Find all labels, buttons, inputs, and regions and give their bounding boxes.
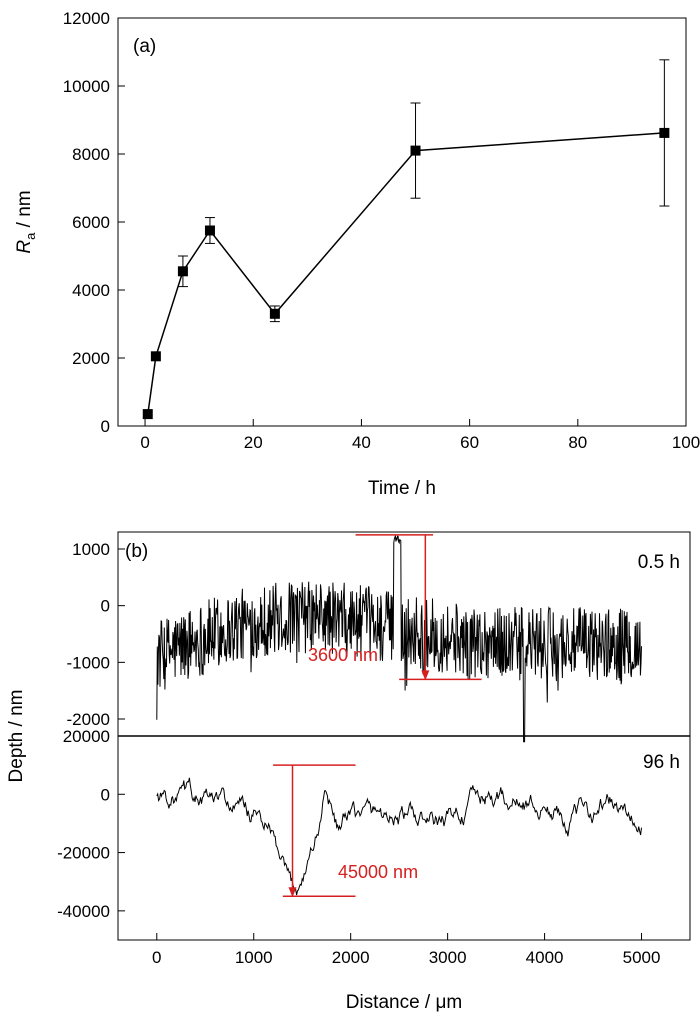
y-tick-label: 12000: [63, 9, 110, 28]
y-tick-label: -1000: [67, 653, 110, 672]
y-tick-label: 1000: [72, 540, 110, 559]
range-label: 3600 nm: [308, 645, 378, 665]
y-tick-label: 4000: [72, 281, 110, 300]
y-tick-label: 6000: [72, 213, 110, 232]
range-arrow-head: [421, 670, 430, 681]
series-line: [147, 132, 665, 415]
y-tick-label: 0: [101, 597, 110, 616]
y-tick-label: 10000: [63, 77, 110, 96]
data-point: [204, 225, 215, 236]
data-point: [177, 266, 188, 277]
panel-a-xlabel: Time / h: [368, 478, 436, 499]
y-tick-label: 0: [101, 785, 110, 804]
panel-a-frame: [117, 17, 687, 427]
panel-a-ylabel-main: R: [14, 240, 35, 254]
y-tick-label: -40000: [57, 902, 110, 921]
data-point: [659, 127, 670, 138]
panel-b-label: (b): [125, 541, 148, 562]
range-arrow-head: [288, 887, 297, 898]
data-point: [150, 351, 161, 362]
panel-a-label: (a): [133, 36, 156, 57]
depth-profile: [156, 777, 642, 896]
panel-b-bottom-label: 96 h: [643, 752, 680, 773]
panel-b-annotations: 3600 nm 45000 nm: [273, 534, 482, 898]
x-tick-label: 2000: [332, 948, 370, 967]
y-tick-label: 20000: [63, 727, 110, 746]
data-point: [269, 308, 280, 319]
x-tick-label: 0: [140, 433, 149, 452]
x-tick-label: 4000: [526, 948, 564, 967]
x-tick-label: 80: [568, 433, 587, 452]
panel-a: 0 20 40 60 80 100020004000600080001000012000 …: [14, 9, 700, 499]
panel-a-ylabel-sub: a: [23, 232, 38, 240]
panel-b-profiles: [156, 535, 642, 896]
panel-b-ticks: 0 1000 2000 3000 4000 5000 1000 0 -1000 -20002000…: [57, 540, 660, 967]
x-tick-label: 5000: [623, 948, 661, 967]
panel-a-series: [142, 59, 670, 420]
y-tick-label: 2000: [72, 349, 110, 368]
y-tick-label: 0: [101, 417, 110, 436]
panel-a-ticks: 0 20 40 60 80 100 0 2000 4000 6000 8000 10000 12000: [63, 9, 700, 452]
panel-b: 0 1000 2000 3000 4000 5000 1000 0 -1000 -20002000…: [6, 531, 691, 1013]
x-tick-label: 1000: [235, 948, 273, 967]
x-tick-label: 60: [460, 433, 479, 452]
panel-a-ylabel: Ra / nm: [14, 190, 38, 253]
range-label: 45000 nm: [338, 862, 418, 882]
x-tick-label: 3000: [429, 948, 467, 967]
panel-b-ylabel: Depth / nm: [6, 690, 27, 783]
panel-b-top-label: 0.5 h: [638, 552, 680, 573]
x-tick-label: 20: [244, 433, 263, 452]
data-point: [410, 145, 421, 156]
data-point: [142, 409, 153, 420]
y-tick-label: -20000: [57, 844, 110, 863]
x-tick-label: 0: [152, 948, 161, 967]
depth-profile: [156, 535, 642, 743]
panel-a-ylabel-unit: / nm: [14, 190, 35, 232]
x-tick-label: 100: [672, 433, 700, 452]
panel-b-xlabel: Distance / μm: [346, 992, 463, 1013]
y-tick-label: -2000: [67, 710, 110, 729]
x-tick-label: 40: [352, 433, 371, 452]
y-tick-label: 8000: [72, 145, 110, 164]
